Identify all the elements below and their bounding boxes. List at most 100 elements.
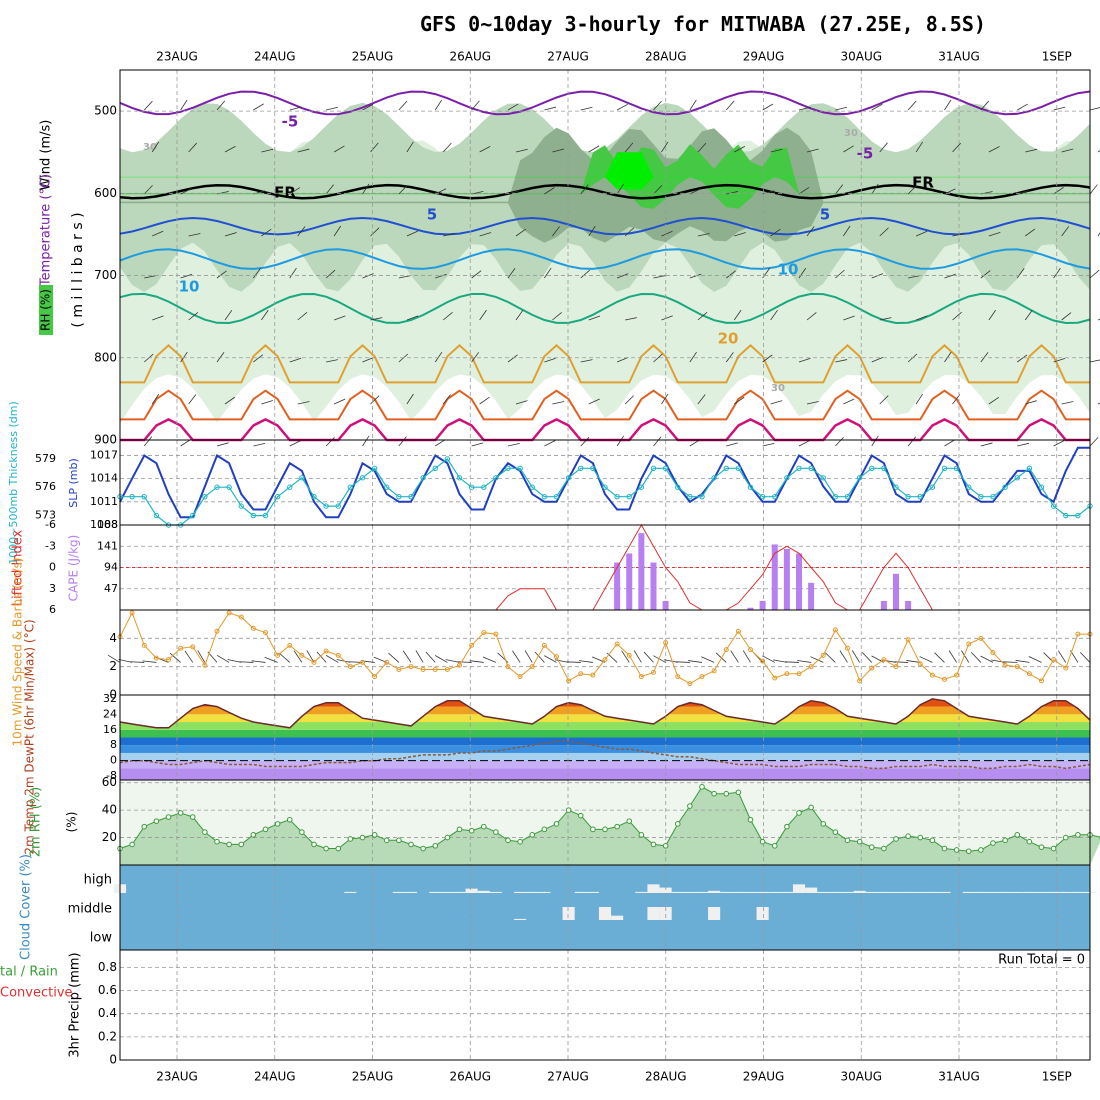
thickness-marker xyxy=(1026,465,1033,472)
wind-barb xyxy=(544,187,555,195)
wind-barb-10m xyxy=(293,650,303,663)
wind-barb xyxy=(689,188,701,195)
rh2m-marker xyxy=(577,812,584,819)
wind-marker xyxy=(311,659,317,665)
rh2m-marker xyxy=(311,841,317,848)
wind-barb xyxy=(261,400,273,405)
rh2m-marker xyxy=(153,818,160,824)
cloud-bar-high xyxy=(574,891,587,893)
cloud-bar-high xyxy=(974,891,987,893)
wind-barb xyxy=(406,230,419,237)
thickness-marker xyxy=(662,465,669,472)
thickness-marker xyxy=(1002,484,1008,490)
wind-barb xyxy=(289,267,297,279)
wind-barb xyxy=(624,395,634,405)
wind-barb xyxy=(770,309,778,321)
wind-barb xyxy=(471,442,484,447)
rh2m-marker xyxy=(687,803,693,809)
wind-barb-10m xyxy=(554,659,569,663)
wind-barb xyxy=(479,232,492,237)
wind-barb xyxy=(835,436,844,447)
wind-barb xyxy=(871,183,879,195)
wind-barb xyxy=(434,99,443,111)
cloud-bar-high xyxy=(902,891,915,893)
wind-marker xyxy=(711,668,717,674)
wind-marker xyxy=(287,642,293,648)
wind-ylabel: 10m Wind Speed & Barbs (m/s) xyxy=(11,558,25,747)
date-label-bottom: 29AUG xyxy=(743,1070,785,1084)
wind-barb xyxy=(798,187,810,195)
cloud-bar-high xyxy=(780,891,793,893)
wind-marker xyxy=(1063,665,1069,671)
wind-marker xyxy=(420,667,426,672)
wind-barb xyxy=(406,315,419,321)
wind-barb xyxy=(588,398,600,405)
wind-barb xyxy=(224,396,236,405)
wind-barb xyxy=(770,148,783,153)
wind-marker xyxy=(396,667,402,672)
wind-barb-10m xyxy=(1079,652,1091,663)
cloud-level-label: high xyxy=(84,873,112,888)
slp-line xyxy=(119,446,1090,519)
cloud-bar-high xyxy=(720,891,733,893)
wind-barb xyxy=(915,230,928,237)
cloud-ylabel: Cloud Cover (%) xyxy=(19,854,34,960)
contour-label: 5 xyxy=(427,206,437,224)
wind-barb xyxy=(988,232,1001,237)
wind-barb xyxy=(835,106,848,111)
rh2m-marker xyxy=(493,829,499,835)
rh2m-marker xyxy=(274,821,281,827)
wind-barb xyxy=(544,267,552,279)
wind-barb xyxy=(988,146,1000,153)
wind-barb-10m xyxy=(325,655,339,663)
slp-ylabel-left: 1000~500mb Thickness (dm) xyxy=(7,401,20,565)
wind-marker xyxy=(687,681,693,687)
rh2m-marker xyxy=(335,845,342,852)
thickness-marker xyxy=(226,484,232,490)
contour-minus5 xyxy=(119,90,1091,116)
wind-barb xyxy=(689,273,702,279)
thickness-marker xyxy=(529,484,535,490)
wind-barb xyxy=(798,267,807,279)
precip-legend-total: tal / Rain xyxy=(0,965,58,980)
wind-marker xyxy=(638,674,644,680)
wind-barb xyxy=(952,142,961,153)
thickness-marker xyxy=(953,465,960,472)
wind-barb xyxy=(188,312,199,321)
rh2m-marker xyxy=(480,823,487,830)
wind-marker xyxy=(869,665,875,671)
rh2m-ytick: 60 xyxy=(102,775,117,789)
wind-barb xyxy=(908,275,920,279)
cloud-bar-high xyxy=(392,891,405,893)
date-label-bottom: 25AUG xyxy=(352,1070,394,1084)
wind-barb xyxy=(726,442,738,447)
wind-barb xyxy=(734,232,746,237)
wind-marker xyxy=(760,658,766,664)
cloud-bar-high xyxy=(744,891,757,893)
rh2m-marker xyxy=(881,845,887,852)
thickness-marker xyxy=(202,493,208,500)
thickness-marker xyxy=(832,493,839,500)
wind-barb xyxy=(616,273,629,279)
wind-barb xyxy=(806,226,815,237)
rh2m-marker xyxy=(262,826,269,833)
wind-marker xyxy=(384,659,390,665)
thickness-marker xyxy=(917,493,923,500)
temp-ytick: -8 xyxy=(106,769,117,782)
wind-barb xyxy=(333,145,345,153)
wind-barb xyxy=(770,400,783,405)
wind-barb xyxy=(370,142,379,153)
rh2m-marker xyxy=(1014,832,1021,838)
wind-barb xyxy=(325,437,335,447)
thickness-marker xyxy=(602,484,608,490)
wind-marker xyxy=(845,645,850,651)
thickness-marker xyxy=(481,484,487,490)
wind-barb xyxy=(362,357,374,363)
thickness-marker xyxy=(238,503,244,509)
wind-barb-10m xyxy=(197,650,206,663)
wind-marker xyxy=(663,640,669,646)
thickness-marker xyxy=(299,475,305,481)
wind-barb xyxy=(1016,268,1025,279)
cape-bar xyxy=(614,562,621,610)
wind-marker xyxy=(651,669,656,675)
